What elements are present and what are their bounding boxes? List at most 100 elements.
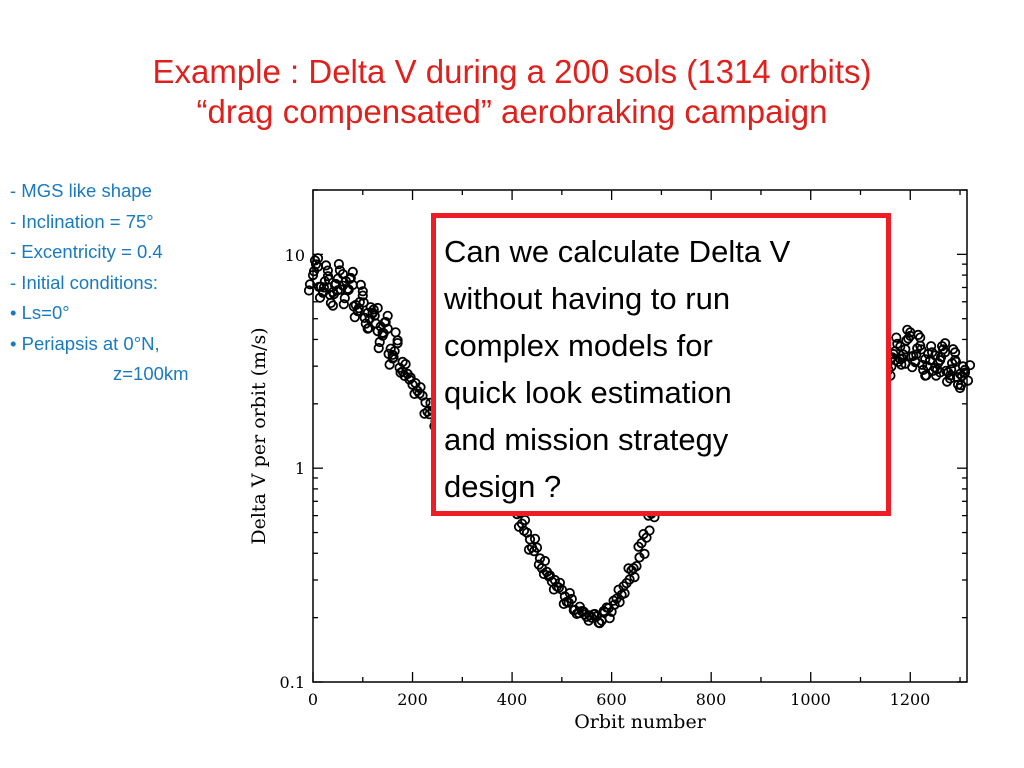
data-point [343,284,354,295]
data-point [956,370,968,381]
data-point [917,359,928,370]
data-point [935,351,947,363]
x-tick-label: 0 [308,690,318,709]
data-point [554,577,566,588]
data-point [553,582,565,593]
callout-line: quick look estimation [444,375,732,410]
note-item: - Initial conditions: [10,271,159,293]
data-point [951,372,963,383]
data-point [897,353,908,364]
data-point [392,335,403,346]
data-point [558,598,569,610]
data-point [534,553,546,564]
notes-list: - MGS like shape - Inclination = 75° - E… [10,176,240,390]
data-point [379,317,390,328]
data-point [912,343,923,354]
data-point [354,296,365,308]
data-point [896,359,907,370]
data-point [518,525,530,536]
title-line-1: Example : Delta V during a 200 sols (131… [152,53,872,90]
note-item: • Periapsis at 0°N, [10,332,160,354]
data-point [378,328,389,339]
data-point [334,265,345,276]
data-point [916,344,927,355]
data-point [941,376,953,387]
data-point [926,347,938,358]
data-point [940,365,952,376]
callout-line: complex models for [444,328,713,363]
data-point [324,289,335,300]
data-point [327,300,338,311]
data-point [320,260,332,271]
data-point [414,388,425,399]
data-point [949,347,961,358]
plot-frame [312,189,968,683]
data-point [891,332,902,343]
x-tick-label: 200 [397,690,428,709]
data-point [608,595,619,606]
data-point [563,597,574,608]
note-item: - MGS like shape [10,180,152,201]
data-point [543,571,555,582]
x-axis-label: Orbit number [574,711,706,733]
data-point [369,310,380,321]
data-point [593,617,604,628]
data-point [945,364,957,375]
data-point [633,541,644,552]
data-point [388,352,399,363]
y-tick-label: 1 [295,459,305,478]
y-tick-label: 0.1 [280,673,305,692]
data-point [389,346,400,357]
data-point [930,370,942,381]
data-point [353,303,364,314]
x-tick-label: 800 [696,690,727,709]
data-point [404,374,415,385]
data-point [304,279,316,290]
data-point [322,265,333,276]
data-point [364,313,375,324]
data-point [564,587,575,599]
data-point [339,292,350,304]
note-item: - Excentricity = 0.4 [10,241,163,262]
y-axis-label: Delta V per orbit (m/s) [248,327,270,544]
data-point [344,273,355,284]
data-point [359,312,370,323]
data-point [333,258,344,270]
slide-title: Example : Delta V during a 200 sols (131… [0,52,1024,132]
data-point [573,607,584,619]
data-point [578,606,589,617]
note-item: z=100km [113,363,189,384]
data-point [950,356,962,367]
x-tick-label: 1200 [890,690,931,709]
data-point [583,615,594,626]
data-point [964,360,976,371]
question-callout: Can we calculate Delta V without having … [431,213,891,516]
x-tick-label: 1000 [790,690,831,709]
data-point [538,568,550,580]
data-point [588,609,599,620]
data-point [358,297,369,308]
data-point [357,286,368,297]
callout-line: design ? [444,469,562,504]
x-tick-label: 600 [596,690,627,709]
data-point [902,324,913,335]
title-line-2: “drag compensated” aerobraking campaign [196,93,828,130]
data-point [604,613,615,624]
data-point [528,546,540,557]
data-point [368,304,379,315]
data-point [314,292,326,303]
data-point [906,351,917,362]
data-point [907,362,918,373]
data-point [901,335,912,346]
data-point [638,528,649,540]
data-point [318,282,329,293]
data-point [349,312,360,323]
data-point [420,397,431,408]
data-point [394,362,405,373]
data-point [936,341,948,352]
data-point [955,380,967,391]
data-point [338,299,349,310]
data-point [355,279,366,290]
data-point [390,327,401,338]
data-point [618,581,629,592]
